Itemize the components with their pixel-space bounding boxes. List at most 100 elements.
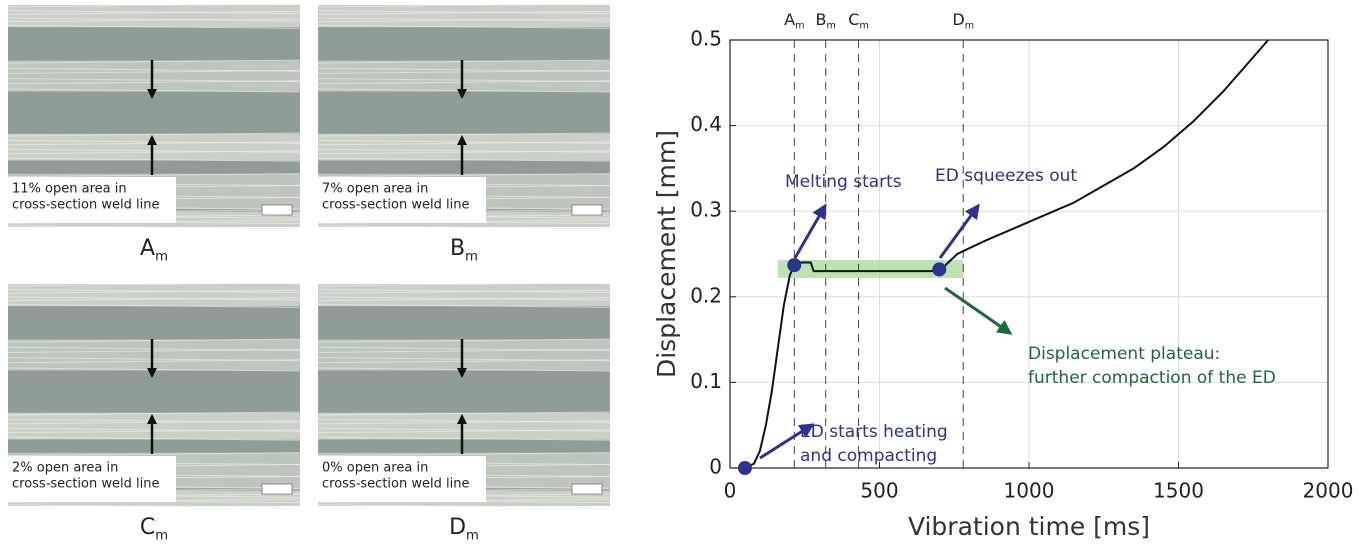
fiber-streak (7, 429, 301, 434)
x-tick-label: 1500 (1153, 479, 1204, 503)
fiber-streak (7, 297, 301, 302)
fiber-streak (7, 59, 301, 64)
caption-box (8, 456, 176, 502)
fiber-streak (317, 225, 611, 230)
fiber-streak (7, 338, 301, 343)
data-point (932, 262, 947, 277)
caption: cross-section weld line (322, 198, 469, 213)
y-axis-label: Displacement [mm] (652, 130, 681, 378)
fiber-streak (317, 297, 611, 302)
annotation: ED squeezes out (935, 166, 1077, 186)
scale-bar (261, 483, 293, 495)
fiber-layer (8, 5, 300, 28)
axes-frame (729, 39, 1329, 469)
marker-label-letter: C (848, 10, 859, 29)
marker-label-sub: m (795, 21, 804, 32)
fiber-streak (7, 411, 301, 416)
fiber-streak (7, 148, 301, 153)
fiber-streak (317, 24, 611, 29)
fiber-streak (7, 296, 301, 301)
fiber-streak (7, 132, 301, 137)
marker-label: Bm (816, 10, 836, 32)
fiber-streak (7, 436, 301, 441)
fiber-streak (7, 157, 301, 162)
caption-box (318, 456, 486, 502)
fiber-streak (317, 10, 611, 15)
annotation: and compacting (800, 446, 937, 466)
y-tick-label: 0.2 (690, 283, 722, 307)
fiber-streak (7, 359, 301, 364)
data-point (737, 461, 752, 475)
fiber-layer (8, 133, 300, 161)
fiber-streak (7, 348, 301, 353)
panel-label-sub: m (466, 529, 479, 544)
fiber-streak (317, 289, 611, 294)
fiber-streak (317, 359, 611, 364)
fiber-streak (7, 225, 301, 230)
fiber-streak (7, 3, 301, 8)
panel-label-letter: D (449, 515, 466, 540)
y-tick-label: 0.5 (690, 27, 722, 51)
fiber-streak (7, 173, 301, 178)
annotation: Melting starts (785, 172, 902, 192)
scale-bar (571, 483, 603, 495)
y-tick-label: 0.1 (690, 369, 722, 393)
fiber-streak (7, 289, 301, 294)
marker-label-letter: B (816, 10, 827, 29)
marker-label: Dm (952, 10, 974, 32)
fiber-streak (7, 24, 301, 29)
annotation-arrows (759, 203, 1013, 460)
fiber-streak (7, 69, 301, 74)
marker-label: Cm (848, 10, 869, 32)
annotation: Displacement plateau: (1028, 344, 1220, 364)
panel-label: Bm (450, 236, 478, 265)
data-point (787, 258, 802, 273)
fiber-layer (318, 133, 610, 161)
panel-label-sub: m (155, 529, 168, 544)
fiber-streak (7, 427, 301, 432)
fiber-layer (8, 60, 300, 92)
panel-label-sub: m (155, 250, 168, 265)
fiber-layer (8, 339, 300, 371)
fiber-streak (317, 504, 611, 509)
fiber-streak (7, 504, 301, 509)
x-tick-label: 1000 (1004, 479, 1055, 503)
fiber-streak (317, 18, 611, 23)
caption: 11% open area in (12, 182, 127, 197)
y-tick-label: 0.3 (690, 198, 722, 222)
marker-label: Am (784, 10, 804, 32)
fiber-streak (7, 303, 301, 308)
x-tick-label: 2000 (1303, 479, 1354, 503)
panel-label: Dm (449, 515, 479, 544)
fiber-streak (317, 303, 611, 308)
fiber-streak (317, 338, 611, 343)
x-tick-label: 0 (724, 479, 737, 503)
fiber-streak (317, 411, 611, 416)
fiber-streak (7, 452, 301, 457)
annotation: further compaction of the ED (1028, 368, 1276, 388)
fiber-streak (7, 150, 301, 155)
plateau-band (777, 259, 964, 278)
fiber-layer (318, 339, 610, 371)
fiber-streak (317, 157, 611, 162)
fiber-streak (317, 80, 611, 85)
y-tick-label: 0.4 (690, 112, 722, 136)
fiber-streak (317, 150, 611, 155)
fiber-streak (7, 289, 301, 294)
fiber-layer (318, 5, 610, 28)
fiber-streak (7, 17, 301, 22)
fiber-layer (318, 60, 610, 92)
caption: cross-section weld line (322, 477, 469, 492)
fiber-streak (317, 10, 611, 15)
fiber-streak (317, 436, 611, 441)
y-tick-label: 0 (709, 455, 722, 479)
caption-box (8, 177, 176, 223)
marker-label-sub: m (859, 21, 868, 32)
fiber-streak (317, 289, 611, 294)
fiber-layer (8, 412, 300, 440)
fiber-streak (317, 17, 611, 22)
panel-label: Am (140, 236, 168, 265)
